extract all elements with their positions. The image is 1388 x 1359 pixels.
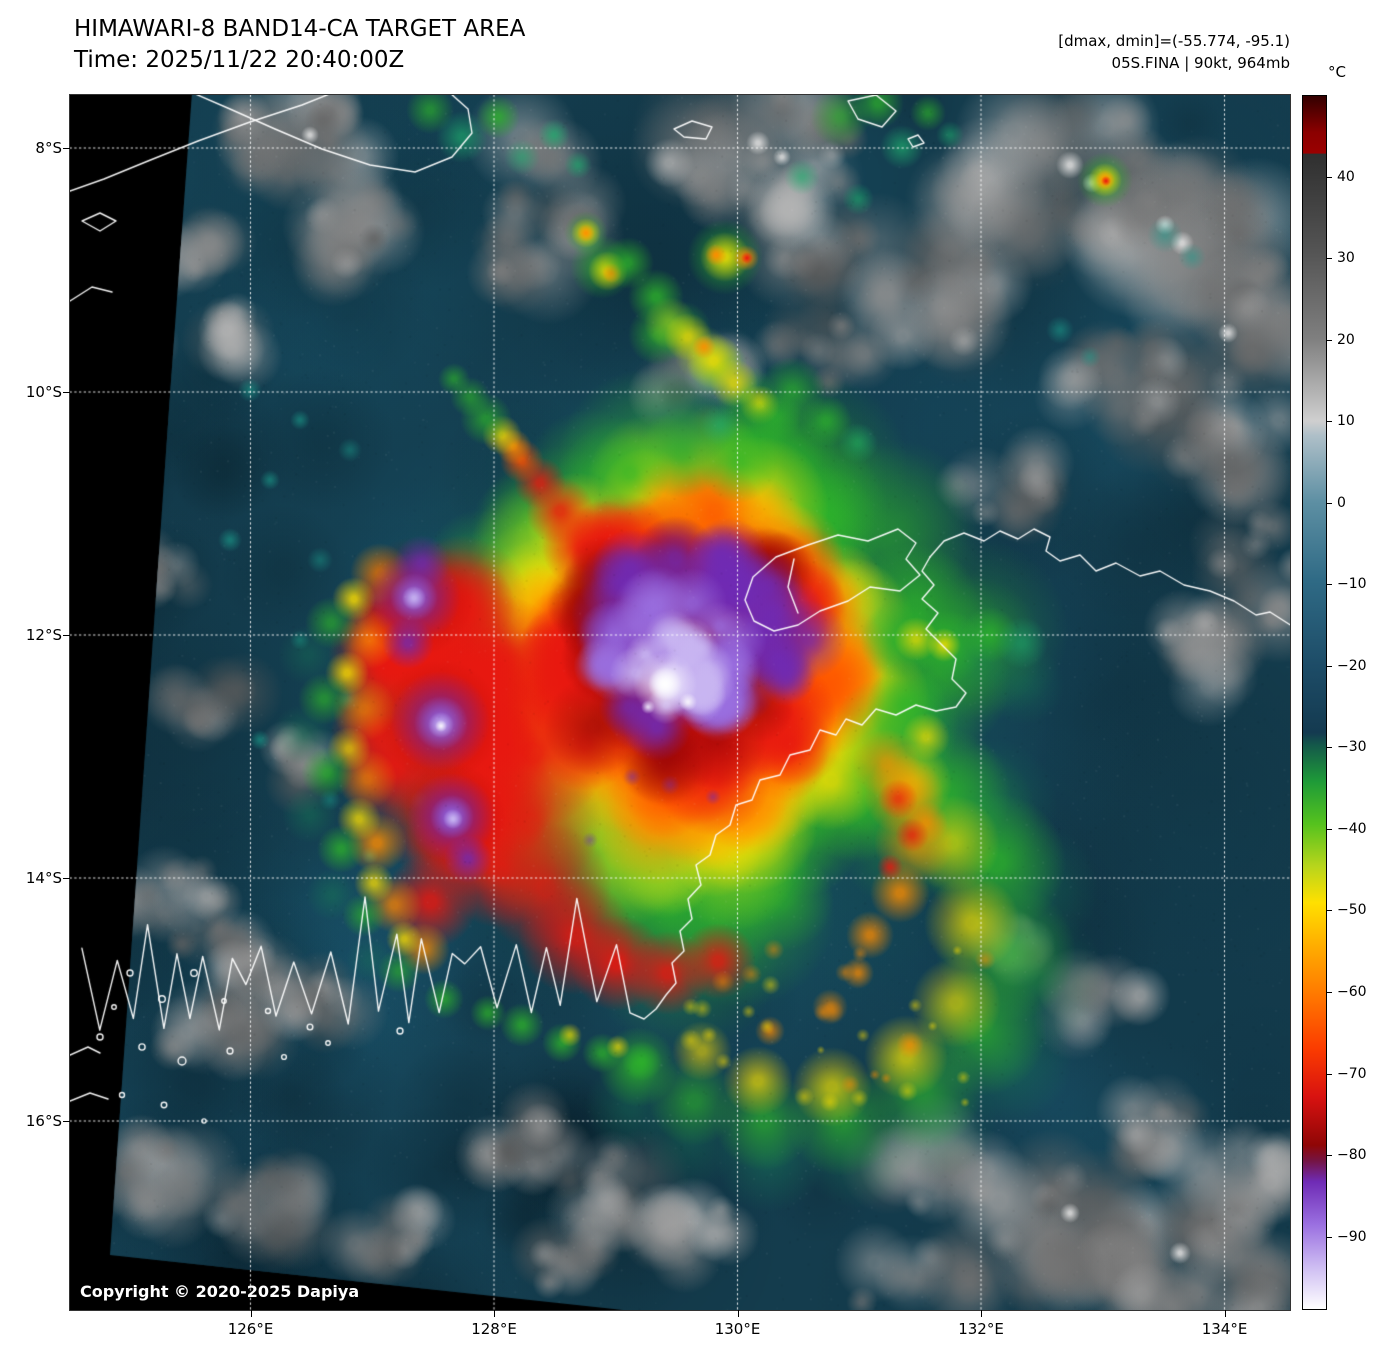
colorbar-tickmark <box>1327 828 1332 830</box>
plot-time: Time: 2025/11/22 20:40:00Z <box>74 47 405 73</box>
lat-tick-label: 14°S <box>25 869 62 887</box>
colorbar-tick-label: 0 <box>1337 494 1346 511</box>
annotation-block: [dmax, dmin]=(-55.774, -95.1) 05S.FINA |… <box>1058 30 1290 74</box>
lat-tick-label: 8°S <box>35 139 62 157</box>
colorbar-tick-label: −70 <box>1337 1065 1367 1082</box>
colorbar-tick-label: −90 <box>1337 1228 1367 1245</box>
plot-title-block: HIMAWARI-8 BAND14-CA TARGET AREA Time: 2… <box>74 14 525 76</box>
colorbar-tickmark <box>1327 584 1332 586</box>
lat-tickmark <box>63 878 70 879</box>
colorbar-tickmark <box>1327 665 1332 667</box>
lon-tickmark <box>494 1310 495 1317</box>
storm-info-text: 05S.FINA | 90kt, 964mb <box>1111 54 1290 72</box>
colorbar-tick-label: 40 <box>1337 168 1355 185</box>
colorbar-tickmark <box>1327 991 1332 993</box>
copyright-text: Copyright © 2020-2025 Dapiya <box>80 1282 360 1301</box>
colorbar-tickmark <box>1327 421 1332 423</box>
colorbar-tick-label: −10 <box>1337 576 1367 593</box>
colorbar-tick-label: 20 <box>1337 331 1355 348</box>
colorbar-tick-label: −60 <box>1337 983 1367 1000</box>
lon-tickmark <box>1224 1310 1226 1317</box>
colorbar-tickmark <box>1327 1073 1332 1075</box>
satellite-map-image <box>69 94 1291 1311</box>
colorbar-tick-label: −30 <box>1337 739 1367 756</box>
colorbar-tickmark <box>1327 910 1332 912</box>
lat-tickmark <box>63 635 70 636</box>
lon-tick-label: 126°E <box>227 1320 274 1338</box>
colorbar <box>1302 95 1327 1310</box>
lat-tick-label: 12°S <box>25 626 62 644</box>
lon-tick-label: 132°E <box>958 1320 1004 1338</box>
colorbar-tick-label: −40 <box>1337 820 1367 837</box>
lon-tickmark <box>981 1310 982 1317</box>
lon-tick-label: 128°E <box>471 1320 517 1338</box>
colorbar-tickmark <box>1327 258 1332 260</box>
lat-tickmark <box>63 148 70 149</box>
plot-title: HIMAWARI-8 BAND14-CA TARGET AREA <box>74 16 526 42</box>
colorbar-unit-label: °C <box>1328 63 1346 81</box>
colorbar-tickmark <box>1327 176 1332 178</box>
dmax-dmin-text: [dmax, dmin]=(-55.774, -95.1) <box>1058 32 1290 50</box>
lon-tick-label: 130°E <box>714 1320 761 1338</box>
lat-tick-label: 16°S <box>25 1112 62 1130</box>
lat-tickmark <box>63 392 70 393</box>
lat-tickmark <box>63 1121 70 1122</box>
colorbar-tick-label: −20 <box>1337 657 1367 674</box>
colorbar-tickmark <box>1327 1155 1332 1157</box>
lat-tick-label: 10°S <box>25 383 62 401</box>
colorbar-tick-label: 10 <box>1337 413 1355 430</box>
colorbar-tickmark <box>1327 747 1332 749</box>
colorbar-gradient <box>1303 96 1326 1309</box>
colorbar-tick-label: −80 <box>1337 1147 1367 1164</box>
colorbar-tickmark <box>1327 339 1332 341</box>
lon-tickmark <box>737 1310 739 1317</box>
colorbar-tickmark <box>1327 1236 1332 1238</box>
lon-tickmark <box>250 1310 252 1317</box>
lon-tick-label: 134°E <box>1201 1320 1248 1338</box>
colorbar-tick-label: 30 <box>1337 250 1355 267</box>
colorbar-tickmark <box>1327 502 1332 504</box>
colorbar-tick-label: −50 <box>1337 902 1367 919</box>
